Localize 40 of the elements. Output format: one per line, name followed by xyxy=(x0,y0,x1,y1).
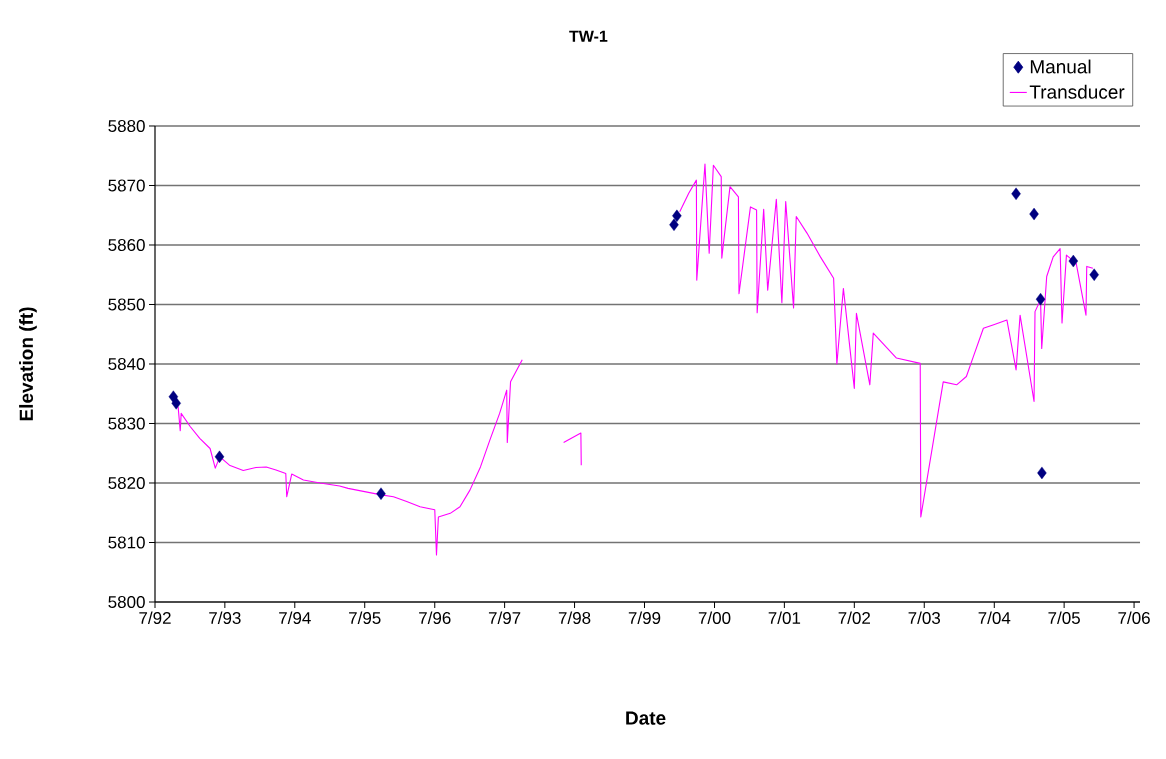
x-tick-label: 7/04 xyxy=(978,611,1011,625)
point xyxy=(1029,207,1039,221)
x-tick-label: 7/01 xyxy=(768,611,801,625)
point xyxy=(171,397,181,410)
x-tick-label: 7/03 xyxy=(908,611,941,625)
x-tick-label: 7/94 xyxy=(279,611,311,625)
y-tick-label: 5830 xyxy=(108,417,145,430)
x-tick-label: 7/06 xyxy=(1118,611,1150,625)
x-tick-label: 7/99 xyxy=(628,611,661,625)
x-tick-label: 7/93 xyxy=(209,611,241,625)
y-tick-label: 5820 xyxy=(108,476,145,490)
x-axis-title: Date xyxy=(626,711,666,725)
legend-label: Transducer xyxy=(1029,84,1125,99)
x-tick-label: 7/98 xyxy=(558,611,591,625)
x-tick-label: 7/96 xyxy=(419,611,451,625)
y-tick-label: 5800 xyxy=(108,595,145,609)
point xyxy=(1089,268,1099,281)
x-tick-label: 7/95 xyxy=(349,611,381,625)
point xyxy=(376,487,386,500)
y-tick-label: 5840 xyxy=(108,357,145,371)
point xyxy=(1035,292,1046,306)
y-tick-label: 5810 xyxy=(108,536,145,549)
y-tick-label: 5870 xyxy=(108,179,145,192)
x-tick-label: 7/02 xyxy=(838,611,870,625)
point xyxy=(1068,254,1079,268)
point xyxy=(669,218,679,231)
legend-label: Manual xyxy=(1030,59,1091,74)
point xyxy=(1037,466,1047,480)
x-tick-label: 7/97 xyxy=(488,611,521,625)
y-tick-label: 5880 xyxy=(108,119,145,133)
y-tick-label: 5850 xyxy=(108,298,145,311)
x-tick-label: 7/92 xyxy=(139,611,171,625)
point xyxy=(214,450,225,464)
point xyxy=(1011,187,1021,201)
y-tick-label: 5860 xyxy=(108,238,145,252)
chart-title: TW-1 xyxy=(569,30,608,42)
x-tick-label: 7/05 xyxy=(1048,611,1080,625)
point xyxy=(672,209,682,223)
y-axis-title: Elevation (ft) xyxy=(19,307,37,421)
x-tick-label: 7/00 xyxy=(698,611,731,625)
